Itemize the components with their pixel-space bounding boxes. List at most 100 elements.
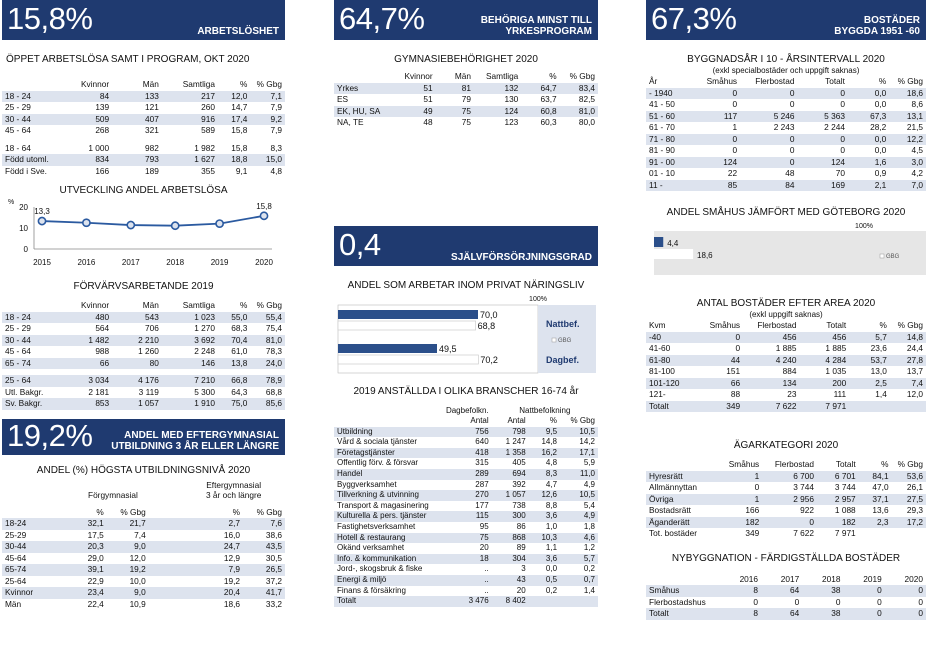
table-cell: 0 bbox=[884, 608, 926, 620]
build-year-title: BYGGNADSÅR I 10 - ÅRSINTERVALL 2020 bbox=[687, 54, 885, 65]
table-cell: 8,6 bbox=[911, 99, 923, 109]
table-cell: 8 bbox=[721, 608, 762, 620]
group-post-secondary-line1: Eftergymnasial bbox=[206, 479, 262, 490]
table-row: ES 51 79 130 63,7 82,5 bbox=[334, 94, 598, 106]
table-cell: 1 057 bbox=[491, 490, 529, 501]
table-cell: 14,8 bbox=[541, 437, 558, 447]
smallhouse-bar-chart: 100% 4,4 18,6 GBG bbox=[654, 223, 926, 275]
table-cell: 0 bbox=[735, 343, 741, 353]
table-cell: 7,4 bbox=[134, 529, 146, 540]
table-cell: 9,5 bbox=[528, 426, 561, 438]
table-cell: 287 bbox=[475, 479, 489, 489]
area-table-subtitle: (exkl uppgift saknas) bbox=[749, 310, 823, 319]
table-cell: 71 - 80 bbox=[646, 133, 695, 145]
table-cell: 5 300 bbox=[194, 386, 215, 397]
column-header: % Gbg bbox=[256, 506, 282, 517]
table-cell: 41,7 bbox=[243, 587, 285, 599]
table-cell: 9,0 bbox=[106, 541, 149, 553]
table-cell: 5 246 bbox=[740, 110, 798, 122]
table-row: 25 - 29 564 706 1 270 68,3 75,4 bbox=[2, 323, 285, 335]
table-cell: 1,4 bbox=[583, 585, 595, 595]
table-cell: 95 bbox=[479, 522, 489, 532]
table-cell: .. bbox=[442, 575, 492, 586]
bar-natt bbox=[338, 309, 478, 319]
data-point bbox=[126, 220, 136, 230]
table-row: Vård & sociala tjänster 640 1 247 14,8 14,2 bbox=[334, 437, 598, 448]
table-cell: 30 - 44 bbox=[2, 113, 67, 125]
table-row: 91 - 00 124 0 124 1,6 3,0 bbox=[646, 156, 926, 168]
table-cell: 18 - 24 bbox=[2, 90, 67, 102]
table-cell: 15,8 bbox=[231, 142, 248, 153]
table-cell: 21,7 bbox=[106, 518, 149, 530]
smallhouse-title: ANDEL SMÅHUS JÄMFÖRT MED GÖTEBORG 2020 bbox=[666, 207, 906, 218]
table-cell: 25 - 29 bbox=[5, 323, 31, 333]
new-builds-title: NYBYGGNATION - FÄRDIGSTÄLLDA BOSTÄDER bbox=[671, 552, 901, 564]
table-row: 45 - 64 988 1 260 2 248 61,0 78,3 bbox=[2, 346, 285, 358]
table-cell bbox=[889, 400, 926, 412]
table-cell: 65 - 74 bbox=[2, 357, 67, 369]
table-cell: 61-80 bbox=[646, 354, 698, 366]
column-header: % bbox=[232, 506, 241, 517]
table-row: 18 - 24 84 133 217 12,0 7,1 bbox=[2, 90, 285, 102]
table-cell-gap bbox=[149, 576, 201, 588]
private-sector-title: ANDEL SOM ARBETAR INOM PRIVAT NÄRINGSLIV bbox=[347, 279, 585, 291]
table-row: Byggverksamhet 287 392 4,7 4,9 bbox=[334, 480, 598, 491]
table-cell: NA, TE bbox=[337, 117, 364, 127]
column-header: Flerbostad bbox=[757, 320, 797, 330]
table-row: Transport & magasinering 177 738 8,8 5,4 bbox=[334, 501, 598, 512]
column-header: Flerbostad bbox=[774, 459, 815, 469]
table-cell: Tot. bostäder bbox=[649, 528, 697, 538]
table-cell: 0 bbox=[840, 99, 845, 109]
table-cell: 81,0 bbox=[559, 105, 598, 117]
table-cell: 1 910 bbox=[161, 398, 218, 410]
table-cell: 1,4 bbox=[875, 389, 887, 399]
eligibility-value: 64,7% bbox=[339, 1, 425, 36]
table-row: Bostadsrätt 166 922 1 088 13,6 29,3 bbox=[646, 505, 926, 517]
column-header: Män bbox=[142, 300, 159, 310]
table-cell: Hyresrätt bbox=[646, 470, 719, 482]
table-cell: 1,2 bbox=[583, 543, 595, 553]
y-tick-label: 10 bbox=[19, 224, 28, 233]
column-header bbox=[646, 574, 722, 586]
table-cell: 14,2 bbox=[579, 437, 595, 447]
legend-gbg-swatch bbox=[551, 337, 557, 342]
table-cell: 289 bbox=[442, 469, 492, 480]
table-cell: 0 bbox=[740, 133, 798, 145]
table-row: Offentlig förv. & försvar 315 405 4,8 5,9 bbox=[334, 458, 598, 469]
table-cell: 793 bbox=[112, 154, 162, 166]
table-cell: 3 034 bbox=[66, 375, 113, 387]
table-cell: 75,4 bbox=[265, 323, 282, 333]
x-tick-label: 2018 bbox=[166, 258, 184, 267]
table-row: - 1940 0 0 0 0,0 18,6 bbox=[646, 87, 926, 99]
table-cell: Fastighetsverksamhet bbox=[337, 522, 416, 532]
table-cell: 564 bbox=[95, 323, 110, 333]
table-cell: 17,2 bbox=[891, 516, 926, 528]
table-cell: 4 176 bbox=[112, 375, 162, 387]
table-cell: 0 bbox=[754, 482, 760, 492]
table-cell: 115 bbox=[442, 511, 492, 523]
table-cell: 640 bbox=[475, 437, 489, 447]
column-header: Antal bbox=[507, 416, 526, 426]
unemployment-line-chart: % 0 10 20 2015 2016 2017 2018 2019 2020 13,3 15,8 bbox=[8, 199, 273, 267]
table-row: Hyresrätt 1 6 700 6 701 84,1 53,6 bbox=[646, 470, 926, 482]
table-cell: 182 bbox=[718, 516, 763, 528]
table-cell: 6 701 bbox=[817, 470, 859, 482]
table-row: Tot. bostäder 349 7 622 7 971 bbox=[646, 528, 926, 540]
table-header-row: Kvinnor Män Samtliga% % Gbg bbox=[2, 79, 285, 91]
table-cell: 139 bbox=[95, 102, 110, 112]
table-cell: 133 bbox=[112, 90, 162, 102]
table-cell: 4,8 bbox=[270, 165, 282, 176]
table-row: Tillverkning & utvinning 270 1 057 12,6 10,5 bbox=[334, 490, 598, 501]
table-cell: 17,1 bbox=[560, 447, 598, 459]
table-cell: 0 bbox=[740, 156, 798, 168]
table-cell: 81-100 bbox=[649, 366, 675, 376]
table-cell: 3 744 bbox=[834, 482, 856, 492]
table-cell: 63,7 bbox=[540, 94, 557, 104]
unemployment-chart-title: UTVECKLING ANDEL ARBETSLÖSA bbox=[59, 185, 228, 196]
table-cell: 83,4 bbox=[559, 82, 598, 94]
column-header: % bbox=[881, 459, 889, 469]
table-cell: 6 700 bbox=[762, 470, 818, 482]
table-cell: 91 - 00 bbox=[646, 156, 695, 168]
legend-gbg-swatch bbox=[879, 253, 885, 259]
column-header: Totalt bbox=[826, 320, 847, 330]
